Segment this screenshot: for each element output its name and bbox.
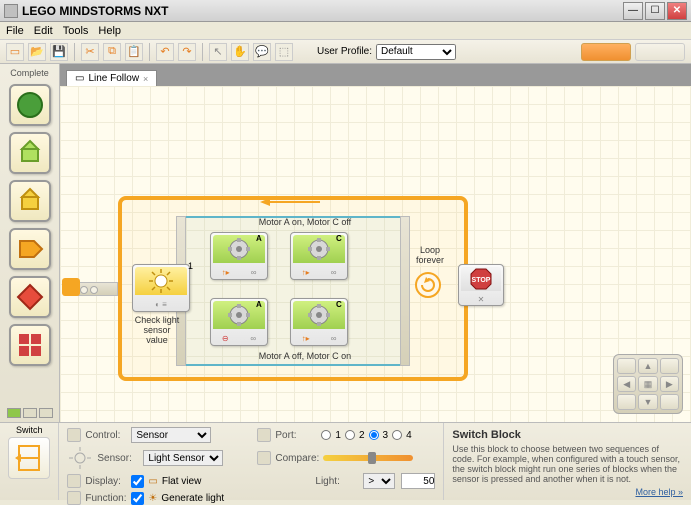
close-button[interactable]: ✕ (667, 2, 687, 20)
palette-data[interactable] (9, 276, 51, 318)
menu-tools[interactable]: Tools (63, 25, 89, 37)
save-button[interactable]: 💾 (50, 43, 68, 61)
port-icon (257, 428, 271, 442)
loop-end-icon[interactable] (415, 272, 441, 298)
function-icon (67, 491, 81, 505)
help-more-link[interactable]: More help » (452, 487, 683, 497)
profile-select[interactable]: Default (376, 44, 456, 60)
port-3[interactable] (369, 430, 379, 440)
new-button[interactable]: ▭ (6, 43, 24, 61)
nav-down[interactable]: ▼ (638, 394, 657, 410)
motor-label-a2: A (256, 300, 262, 309)
caption-lower: Motor A off, Motor C on (240, 352, 370, 362)
pan-tool[interactable]: ✋ (231, 43, 249, 61)
menu-bar: File Edit Tools Help (0, 22, 691, 40)
nav-center[interactable]: ▦ (638, 376, 657, 392)
light-slider[interactable] (323, 455, 413, 461)
open-button[interactable]: 📂 (28, 43, 46, 61)
svg-text:STOP: STOP (472, 277, 491, 284)
config-section-label: Switch (16, 425, 43, 435)
help-body: Use this block to choose between two seq… (452, 444, 683, 484)
loop-arrow (260, 198, 320, 202)
caption-sensor: Check light sensor value (132, 316, 182, 346)
port-2[interactable] (345, 430, 355, 440)
palette-flow[interactable] (9, 228, 51, 270)
tab-line-follow[interactable]: ▭ Line Follow × (66, 70, 157, 86)
display-label: Display: (85, 476, 127, 487)
copy-button[interactable]: ⧉ (103, 43, 121, 61)
configuration-panel: Switch Control:Sensor Port: 1 2 3 4 Sens… (0, 422, 691, 500)
control-icon (67, 428, 81, 442)
compare-icon (257, 451, 271, 465)
stop-block[interactable]: STOP ✕ (458, 264, 504, 306)
config-block-icon (8, 437, 50, 479)
canvas-navigator[interactable]: ▲ ◀▦▶ ▼ (613, 354, 683, 414)
minimize-button[interactable]: — (623, 2, 643, 20)
palette-label: Complete (10, 68, 49, 78)
light-sensor-block[interactable]: ◐ ≡ (132, 264, 190, 312)
palette-action[interactable] (9, 132, 51, 174)
palette-sensor[interactable] (9, 180, 51, 222)
display-value: Flat view (162, 476, 201, 487)
undo-button[interactable]: ↶ (156, 43, 174, 61)
cut-button[interactable]: ✂ (81, 43, 99, 61)
light-value-input[interactable] (401, 473, 435, 489)
paste-button[interactable]: 📋 (125, 43, 143, 61)
palette-advanced[interactable] (9, 324, 51, 366)
document-tabs: ▭ Line Follow × (60, 64, 691, 86)
display-icon (67, 474, 81, 488)
program-canvas[interactable]: ◐ ≡ 1 Motor A on, Motor C off ↑▸∞ A ↑▸∞ … (60, 86, 691, 422)
palette-tabs[interactable] (7, 408, 53, 418)
window-title: LEGO MINDSTORMS NXT (22, 4, 623, 18)
menu-edit[interactable]: Edit (34, 25, 53, 37)
control-label: Control: (85, 430, 127, 441)
compare-label: Compare: (275, 453, 319, 464)
function-check[interactable] (131, 492, 144, 505)
port-label: Port: (275, 430, 317, 441)
download-button[interactable] (581, 43, 631, 61)
motor-label-a1: A (256, 234, 262, 243)
caption-loop: Loop forever (408, 246, 452, 266)
light-label: Light: (315, 476, 357, 487)
function-label: Function: (85, 493, 127, 504)
motor-label-c1: C (336, 234, 342, 243)
start-block[interactable] (62, 278, 80, 296)
nav-left[interactable]: ◀ (617, 376, 636, 392)
maximize-button[interactable]: ☐ (645, 2, 665, 20)
app-icon (4, 4, 18, 18)
nav-up[interactable]: ▲ (638, 358, 657, 374)
control-select[interactable]: Sensor (131, 427, 211, 443)
window-titlebar: LEGO MINDSTORMS NXT — ☐ ✕ (0, 0, 691, 22)
function-value: Generate light (161, 493, 224, 504)
display-check[interactable] (131, 475, 144, 488)
caption-upper: Motor A on, Motor C off (240, 218, 370, 228)
profile-label: User Profile: (317, 46, 372, 57)
tool-4[interactable]: ⬚ (275, 43, 293, 61)
light-op-select[interactable]: > (363, 473, 395, 489)
pointer-tool[interactable]: ↖ (209, 43, 227, 61)
nxt-button[interactable] (635, 43, 685, 61)
sensor-icon (67, 445, 93, 471)
switch-right-rail (400, 216, 410, 366)
tab-label: Line Follow (88, 73, 139, 84)
redo-button[interactable]: ↷ (178, 43, 196, 61)
sensor-port-1: 1 (188, 261, 193, 271)
port-4[interactable] (392, 430, 402, 440)
toolbar: ▭ 📂 💾 ✂ ⧉ 📋 ↶ ↷ ↖ ✋ 💬 ⬚ User Profile: De… (0, 40, 691, 64)
help-title: Switch Block (452, 429, 683, 441)
nav-right[interactable]: ▶ (660, 376, 679, 392)
block-palette: Complete (0, 64, 60, 422)
menu-file[interactable]: File (6, 25, 24, 37)
port-1[interactable] (321, 430, 331, 440)
menu-help[interactable]: Help (98, 25, 121, 37)
comment-tool[interactable]: 💬 (253, 43, 271, 61)
motor-label-c2: C (336, 300, 342, 309)
palette-common[interactable] (9, 84, 51, 126)
tab-close-icon[interactable]: × (143, 74, 148, 84)
tab-icon: ▭ (75, 73, 84, 84)
help-panel: Switch Block Use this block to choose be… (443, 423, 691, 500)
sensor-select[interactable]: Light Sensor (143, 450, 223, 466)
sensor-label: Sensor: (97, 453, 139, 464)
